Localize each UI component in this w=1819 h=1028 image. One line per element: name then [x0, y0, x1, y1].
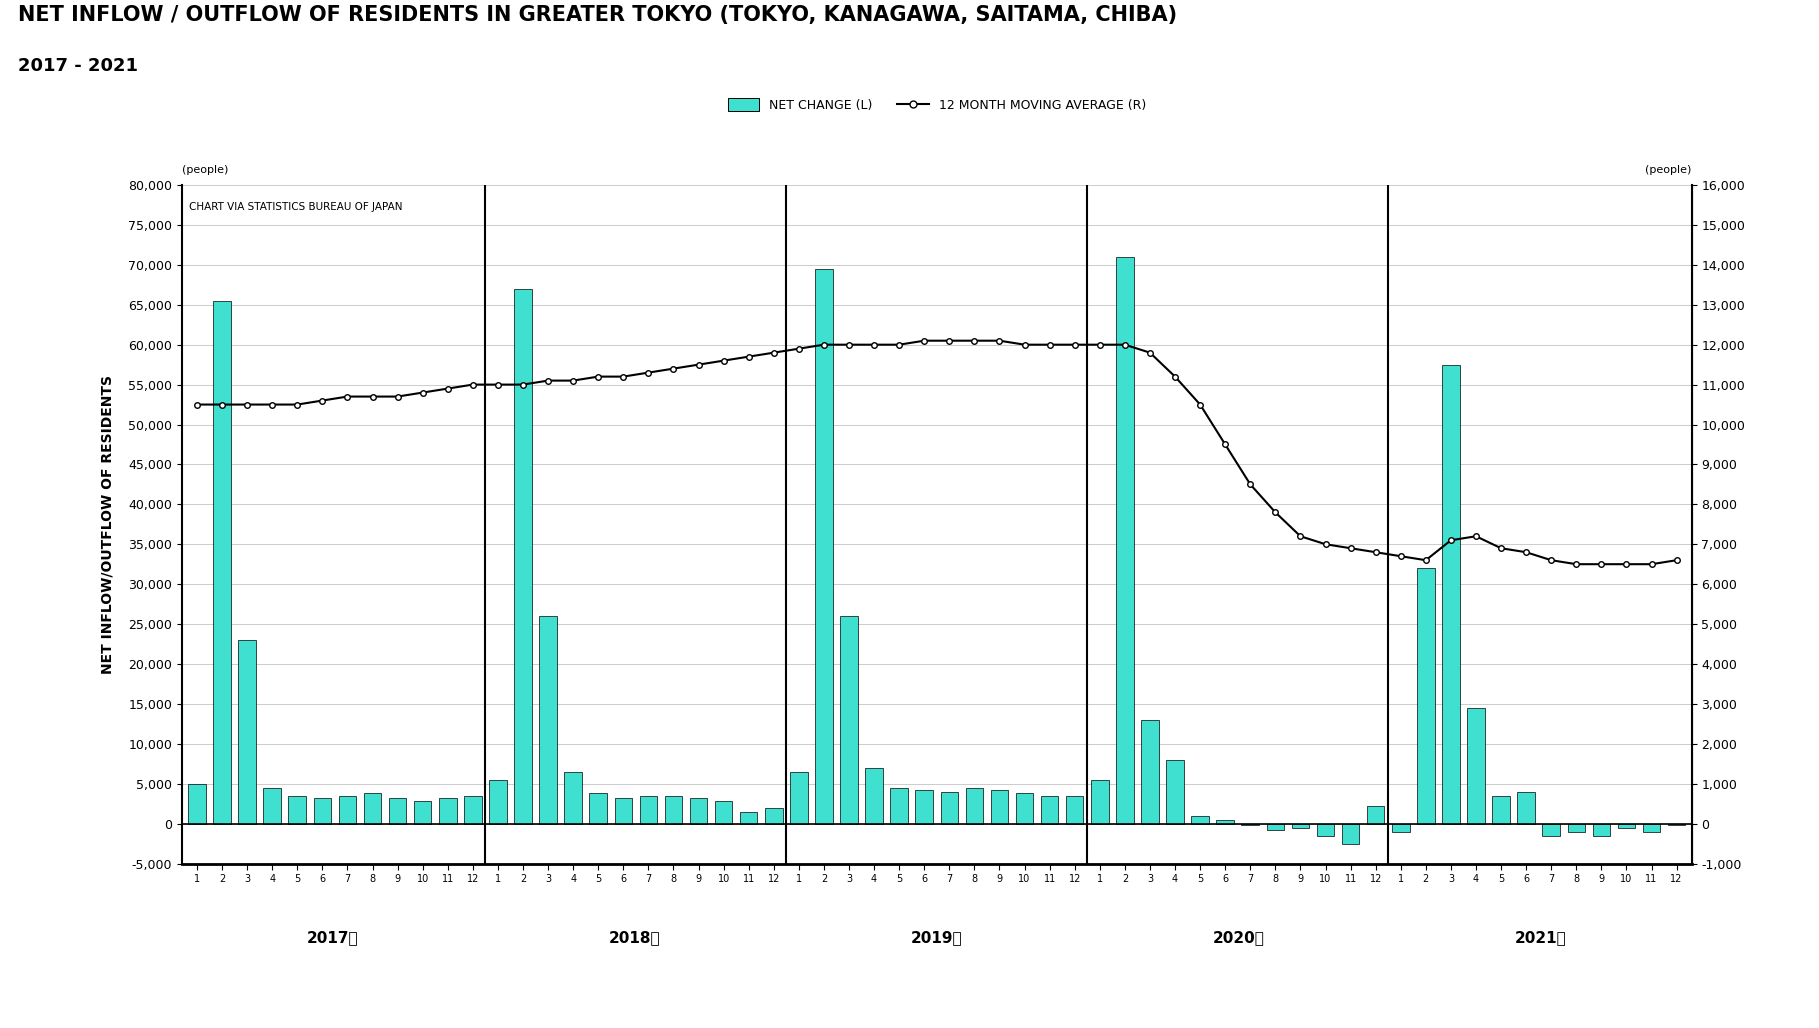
- Bar: [1492, 796, 1510, 823]
- Bar: [313, 798, 331, 823]
- Text: 2017年: 2017年: [307, 930, 358, 946]
- Bar: [664, 796, 682, 823]
- Bar: [464, 796, 482, 823]
- Bar: [1015, 794, 1033, 823]
- Bar: [1291, 823, 1310, 828]
- Bar: [438, 798, 457, 823]
- Bar: [1442, 365, 1459, 823]
- Bar: [187, 783, 206, 823]
- Bar: [766, 808, 782, 823]
- Text: 2018年: 2018年: [609, 930, 660, 946]
- Bar: [1242, 823, 1259, 825]
- Bar: [564, 772, 582, 823]
- Bar: [1091, 779, 1108, 823]
- Bar: [389, 798, 406, 823]
- Legend: NET CHANGE (L), 12 MONTH MOVING AVERAGE (R): NET CHANGE (L), 12 MONTH MOVING AVERAGE …: [722, 94, 1151, 117]
- Bar: [1040, 796, 1059, 823]
- Bar: [1191, 815, 1210, 823]
- Bar: [589, 794, 608, 823]
- Bar: [1066, 796, 1084, 823]
- Bar: [1643, 823, 1661, 832]
- Bar: [815, 269, 833, 823]
- Text: (people): (people): [182, 164, 227, 175]
- Bar: [915, 791, 933, 823]
- Bar: [489, 779, 508, 823]
- Bar: [264, 787, 280, 823]
- Bar: [538, 616, 557, 823]
- Bar: [966, 787, 984, 823]
- Bar: [640, 796, 657, 823]
- Text: NET INFLOW / OUTFLOW OF RESIDENTS IN GREATER TOKYO (TOKYO, KANAGAWA, SAITAMA, CH: NET INFLOW / OUTFLOW OF RESIDENTS IN GRE…: [18, 5, 1177, 25]
- Bar: [1417, 568, 1435, 823]
- Text: 2017 - 2021: 2017 - 2021: [18, 57, 138, 75]
- Bar: [840, 616, 859, 823]
- Bar: [1166, 760, 1184, 823]
- Bar: [615, 798, 631, 823]
- Bar: [866, 768, 882, 823]
- Bar: [1342, 823, 1359, 844]
- Bar: [1317, 823, 1335, 836]
- Bar: [1141, 720, 1159, 823]
- Y-axis label: NET INFLOW/OUTFLOW OF RESIDENTS: NET INFLOW/OUTFLOW OF RESIDENTS: [100, 375, 115, 673]
- Bar: [740, 812, 757, 823]
- Text: 2021年: 2021年: [1515, 930, 1566, 946]
- Bar: [991, 791, 1008, 823]
- Text: CHART VIA STATISTICS BUREAU OF JAPAN: CHART VIA STATISTICS BUREAU OF JAPAN: [189, 201, 404, 212]
- Bar: [1517, 792, 1535, 823]
- Bar: [715, 801, 733, 823]
- Bar: [1593, 823, 1610, 836]
- Bar: [1543, 823, 1561, 836]
- Text: 2019年: 2019年: [911, 930, 962, 946]
- Bar: [515, 289, 531, 823]
- Bar: [213, 301, 231, 823]
- Bar: [889, 787, 908, 823]
- Bar: [364, 794, 382, 823]
- Bar: [238, 640, 256, 823]
- Text: 2020年: 2020年: [1213, 930, 1264, 946]
- Bar: [1117, 257, 1133, 823]
- Bar: [289, 796, 306, 823]
- Bar: [415, 801, 431, 823]
- Bar: [940, 792, 959, 823]
- Bar: [1617, 823, 1635, 828]
- Bar: [1668, 823, 1686, 825]
- Bar: [689, 798, 708, 823]
- Bar: [1266, 823, 1284, 830]
- Bar: [1568, 823, 1584, 832]
- Bar: [1392, 823, 1410, 832]
- Bar: [338, 796, 357, 823]
- Bar: [1468, 708, 1484, 823]
- Bar: [789, 772, 808, 823]
- Text: (people): (people): [1646, 164, 1692, 175]
- Bar: [1217, 819, 1233, 823]
- Bar: [1366, 806, 1384, 823]
